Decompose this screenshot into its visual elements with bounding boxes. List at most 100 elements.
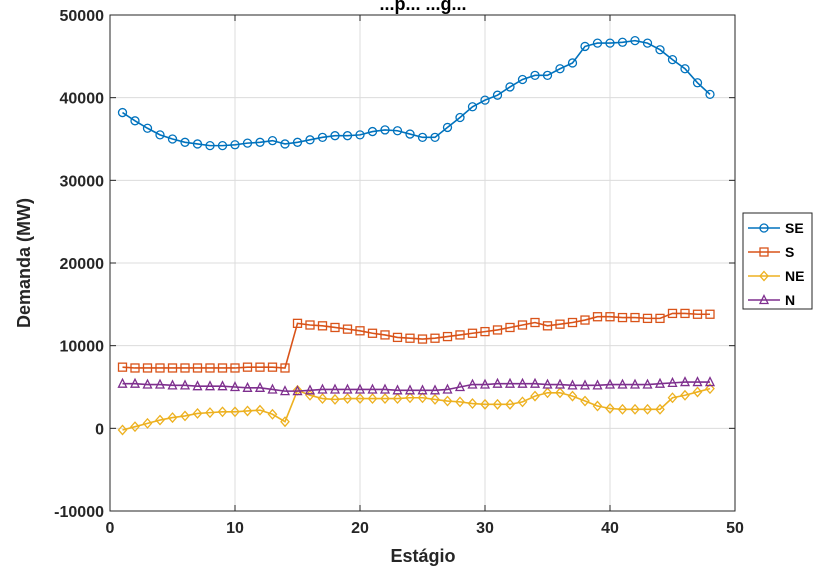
data-point-se bbox=[630, 35, 640, 46]
data-point-se bbox=[667, 54, 678, 65]
data-point-ne bbox=[705, 383, 715, 395]
y-tick-label: 0 bbox=[95, 421, 104, 438]
data-point-se bbox=[305, 135, 315, 145]
data-point-s bbox=[692, 309, 703, 319]
plot-frame bbox=[109, 14, 736, 512]
data-point-s bbox=[167, 363, 178, 373]
data-point-se bbox=[592, 38, 603, 48]
data-point-ne bbox=[417, 392, 428, 404]
data-point-n bbox=[142, 378, 153, 389]
data-point-se bbox=[242, 138, 253, 148]
data-point-s bbox=[292, 318, 303, 328]
data-point-n bbox=[329, 383, 341, 394]
data-point-n bbox=[204, 380, 216, 391]
data-point-s bbox=[155, 363, 165, 373]
data-point-n bbox=[304, 384, 316, 395]
data-point-s bbox=[542, 321, 553, 331]
data-point-n bbox=[629, 378, 641, 389]
data-point-n bbox=[229, 381, 241, 392]
data-point-s bbox=[480, 326, 490, 337]
legend-marker-se bbox=[759, 223, 769, 233]
data-point-s bbox=[405, 333, 415, 343]
data-point-n bbox=[317, 383, 328, 394]
legend-label: SE bbox=[785, 220, 804, 236]
data-point-n bbox=[679, 376, 691, 387]
data-point-s bbox=[430, 333, 440, 343]
data-point-ne bbox=[317, 393, 328, 405]
data-point-se bbox=[567, 58, 578, 68]
data-point-n bbox=[417, 384, 428, 395]
data-point-n bbox=[529, 377, 541, 388]
data-point-se bbox=[255, 137, 265, 147]
data-point-se bbox=[317, 132, 328, 142]
data-point-ne bbox=[142, 417, 153, 429]
data-point-ne bbox=[367, 393, 378, 405]
data-point-n bbox=[429, 384, 441, 395]
data-point-ne bbox=[692, 386, 703, 398]
y-tick-label: 40000 bbox=[60, 91, 105, 108]
data-point-s bbox=[492, 325, 503, 335]
data-point-s bbox=[655, 313, 665, 324]
data-point-ne bbox=[130, 421, 140, 433]
data-point-s bbox=[505, 322, 515, 333]
data-point-s bbox=[392, 332, 403, 343]
data-point-ne bbox=[530, 390, 540, 402]
x-tick-label: 40 bbox=[601, 520, 619, 537]
data-point-s bbox=[455, 330, 465, 340]
data-point-ne bbox=[230, 406, 240, 418]
data-point-se bbox=[655, 45, 665, 55]
data-point-ne bbox=[192, 407, 203, 419]
data-point-s bbox=[680, 308, 690, 319]
data-point-ne bbox=[680, 389, 690, 401]
x-axis-label: Estágio bbox=[390, 546, 455, 566]
data-point-se bbox=[417, 132, 428, 142]
data-point-n bbox=[192, 380, 203, 391]
data-point-se bbox=[192, 139, 203, 149]
data-point-ne bbox=[630, 403, 640, 415]
data-point-n bbox=[667, 376, 678, 388]
data-point-s bbox=[205, 363, 215, 373]
data-point-se bbox=[642, 38, 653, 48]
series-s bbox=[117, 308, 715, 373]
legend-marker-n bbox=[758, 294, 770, 305]
data-point-n bbox=[604, 378, 616, 389]
data-point-n bbox=[567, 379, 578, 390]
data-point-ne bbox=[342, 393, 353, 405]
legend-marker-s bbox=[759, 247, 769, 257]
data-point-s bbox=[417, 334, 428, 344]
data-point-s bbox=[530, 317, 540, 328]
data-point-s bbox=[330, 322, 340, 333]
data-point-se bbox=[355, 130, 365, 140]
y-tick-label: 20000 bbox=[60, 256, 105, 273]
data-point-s bbox=[267, 362, 278, 372]
data-point-ne bbox=[180, 410, 190, 422]
data-point-ne bbox=[205, 407, 215, 419]
data-point-ne bbox=[605, 403, 615, 414]
series-n bbox=[117, 376, 716, 396]
y-tick-label: 10000 bbox=[60, 339, 105, 356]
data-point-se bbox=[117, 107, 128, 118]
data-point-s bbox=[580, 315, 590, 325]
data-point-n bbox=[542, 378, 553, 389]
legend-box bbox=[742, 212, 813, 310]
x-tick-label: 20 bbox=[351, 520, 369, 537]
data-point-se bbox=[680, 64, 690, 74]
data-point-s bbox=[317, 321, 328, 331]
data-point-se bbox=[605, 38, 615, 48]
data-point-n bbox=[292, 385, 303, 396]
data-point-n bbox=[617, 378, 628, 389]
data-point-ne bbox=[555, 387, 565, 399]
data-point-n bbox=[217, 380, 228, 391]
data-point-s bbox=[630, 312, 640, 323]
data-point-s bbox=[305, 320, 315, 330]
data-point-n bbox=[554, 378, 566, 389]
data-point-n bbox=[179, 379, 191, 390]
data-point-n bbox=[167, 379, 178, 390]
data-point-se bbox=[130, 116, 140, 126]
data-point-ne bbox=[567, 390, 578, 402]
data-point-ne bbox=[442, 395, 453, 407]
data-point-se bbox=[517, 74, 528, 85]
data-point-se bbox=[167, 134, 178, 144]
data-point-se bbox=[467, 102, 478, 112]
chart-title: ...p... ...g... bbox=[379, 0, 466, 14]
